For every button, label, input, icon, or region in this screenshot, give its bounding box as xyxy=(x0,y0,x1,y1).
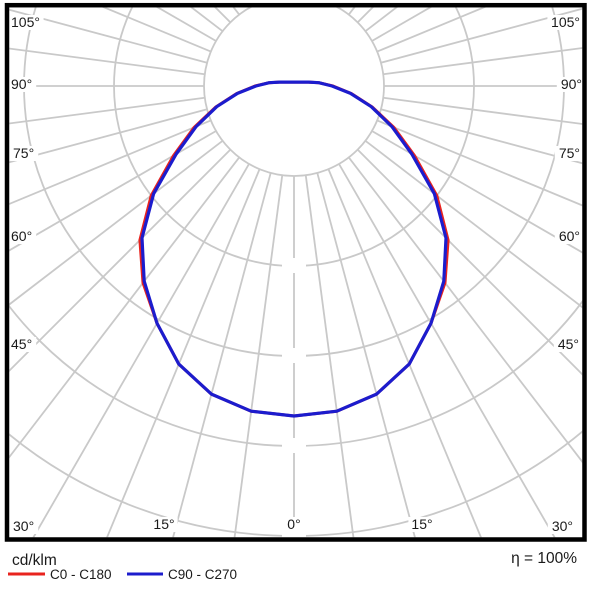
grid-spoke xyxy=(371,130,583,254)
grid-spoke xyxy=(338,163,556,538)
plot-frame xyxy=(4,2,587,542)
angle-label-60deg: 60° xyxy=(11,228,32,244)
angle-label-backing xyxy=(408,517,436,532)
grid-spoke xyxy=(9,119,212,205)
angle-label-60deg: 60° xyxy=(559,228,580,244)
angle-label-backing xyxy=(11,519,39,534)
grid-spoke xyxy=(9,130,217,252)
grid-spoke xyxy=(70,0,259,3)
grid-spoke xyxy=(9,156,240,459)
angle-label-backing xyxy=(11,146,39,161)
grid-spoke xyxy=(304,175,355,538)
efficiency-label: η = 100% xyxy=(511,550,577,567)
ring-label-knockout xyxy=(282,438,306,453)
grid-spoke xyxy=(316,172,416,538)
angle-label-30deg: 30° xyxy=(552,518,573,534)
ring-label-knockout xyxy=(282,348,306,363)
grid-ring xyxy=(9,299,583,447)
grid-spoke xyxy=(376,119,583,207)
grid-spoke xyxy=(9,47,205,76)
angle-label-backing xyxy=(9,229,37,244)
angle-label-75deg: 75° xyxy=(13,145,34,161)
angle-label-backing xyxy=(547,15,582,30)
grid-spoke xyxy=(328,0,517,3)
angle-label-backing xyxy=(9,77,37,92)
angle-label-105deg: 105° xyxy=(551,14,580,30)
grid-spoke xyxy=(376,7,487,53)
grid-spoke xyxy=(327,168,482,538)
grid-spoke xyxy=(233,175,284,538)
angle-label-backing xyxy=(556,77,584,92)
angle-label-backing xyxy=(547,519,575,534)
angle-label-30deg: 30° xyxy=(13,518,34,534)
legend-label-c0-c180: C0 - C180 xyxy=(50,567,112,582)
grid-ring xyxy=(203,7,385,177)
grid-spoke xyxy=(383,96,583,125)
grid-spoke xyxy=(348,156,583,464)
legend: C0 - C180 C90 - C270 xyxy=(8,567,237,582)
grid-spoke xyxy=(9,149,231,373)
angle-label-45deg: 45° xyxy=(11,336,32,352)
angle-label-15deg: 15° xyxy=(153,516,174,532)
angle-label-backing xyxy=(9,337,37,352)
grid-spoke xyxy=(9,108,208,164)
intensity-curves xyxy=(138,80,450,418)
units-label: cd/klm xyxy=(12,552,57,569)
angle-labels: 105° 90° 75° 60° 45° 30° 15° 0° 15° 30° 45° 60° 75° 9… xyxy=(9,14,584,534)
angle-label-75deg: 75° xyxy=(559,145,580,161)
grid-spoke xyxy=(106,168,261,538)
grid-spoke xyxy=(364,140,583,309)
grid-spoke xyxy=(380,7,583,64)
grid-spoke xyxy=(9,96,205,125)
angle-label-90deg: 90° xyxy=(561,76,582,92)
grid-spoke xyxy=(357,149,583,376)
angle-label-backing xyxy=(553,337,581,352)
grid-spoke xyxy=(9,8,208,64)
angle-label-backing xyxy=(9,15,44,30)
grid-spoke xyxy=(380,108,583,165)
angle-label-15deg: 15° xyxy=(411,516,432,532)
legend-label-c90-c270: C90 - C270 xyxy=(168,567,237,582)
angle-label-backing xyxy=(554,229,582,244)
angle-label-backing xyxy=(554,146,582,161)
angle-label-45deg: 45° xyxy=(558,336,579,352)
grid-spoke xyxy=(9,140,224,306)
footer: cd/klm η = 100% C0 - C180 C90 - C270 xyxy=(8,550,577,582)
angle-label-0deg: 0° xyxy=(287,516,300,532)
angle-label-backing xyxy=(284,517,304,532)
grid-spoke xyxy=(101,7,212,53)
angle-label-105deg: 105° xyxy=(11,14,40,30)
grid-spoke xyxy=(383,47,583,76)
grid-spoke xyxy=(172,172,272,538)
angle-label-90deg: 90° xyxy=(11,76,32,92)
angle-label-backing xyxy=(150,517,178,532)
grid-spoke xyxy=(32,163,250,538)
ring-label-knockout xyxy=(282,258,306,273)
curve-c90-c270 xyxy=(140,80,448,418)
